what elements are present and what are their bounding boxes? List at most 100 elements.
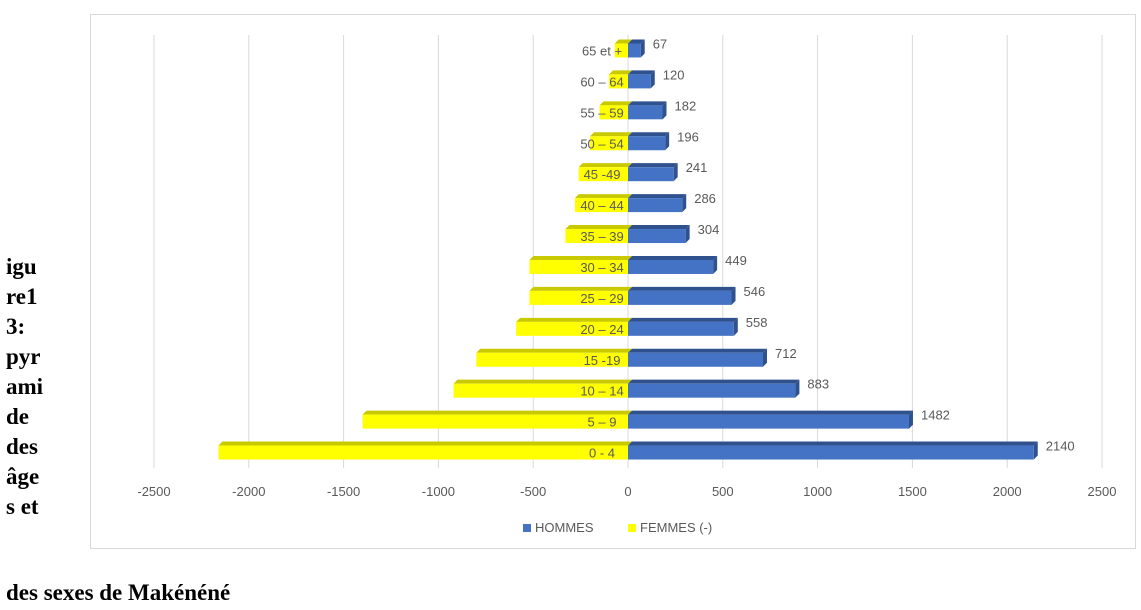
- bar-femmes: [590, 136, 628, 151]
- x-tick-label: 500: [712, 484, 734, 499]
- category-label: 0 - 4: [589, 446, 615, 461]
- labels: 0 - 4 2140 5 – 9 1482 10 – 14 883 15 -19 712 20 …: [580, 36, 1074, 460]
- data-label-hommes: 182: [675, 98, 697, 113]
- bar-hommes: [628, 43, 641, 58]
- bar-hommes-side: [665, 132, 670, 151]
- bar-hommes: [628, 290, 732, 305]
- bar-hommes-top: [628, 286, 736, 291]
- bar-hommes: [628, 74, 651, 89]
- grid-lines: [153, 35, 1103, 468]
- bar-femmes-top: [565, 225, 632, 230]
- category-label: 20 – 24: [580, 322, 623, 337]
- bar-femmes-top: [590, 132, 632, 137]
- legend-label-hommes: HOMMES: [535, 520, 594, 535]
- bar-hommes-side: [795, 379, 800, 398]
- data-label-hommes: 120: [663, 67, 685, 82]
- bar-hommes-top: [628, 441, 1038, 446]
- bar-hommes-side: [662, 101, 667, 120]
- data-label-hommes: 712: [775, 346, 797, 361]
- bar-hommes-side: [908, 410, 913, 429]
- category-label: 40 – 44: [580, 198, 623, 213]
- bar-hommes-side: [673, 163, 678, 182]
- legend: HOMMES FEMMES (-): [523, 520, 712, 535]
- bar-hommes-side: [650, 70, 655, 89]
- category-label: 65 et +: [582, 43, 622, 58]
- data-label-hommes: 546: [744, 284, 766, 299]
- bar-femmes-top: [529, 255, 632, 260]
- category-label: 50 – 54: [580, 136, 623, 151]
- bar-femmes-top: [516, 317, 632, 322]
- bar-femmes-top: [218, 441, 632, 446]
- bar-hommes-side: [762, 348, 767, 367]
- x-tick-label: -2000: [232, 484, 265, 499]
- bar-femmes-top: [614, 39, 632, 44]
- figure-caption-bottom: des sexes de Makénéné: [6, 580, 231, 605]
- bar-hommes-top: [628, 101, 667, 106]
- bar-hommes-side: [713, 255, 718, 274]
- x-tick-label: 0: [624, 484, 631, 499]
- bar-hommes: [628, 105, 663, 120]
- bar-hommes: [628, 229, 686, 244]
- data-label-hommes: 304: [698, 222, 720, 237]
- x-tick-label: -1500: [327, 484, 360, 499]
- category-label: 60 – 64: [580, 74, 623, 89]
- bar-hommes-top: [628, 348, 767, 353]
- bar-hommes-top: [628, 255, 718, 260]
- bar-femmes-top: [578, 163, 632, 168]
- category-label: 55 – 59: [580, 105, 623, 120]
- bar-hommes: [628, 167, 674, 182]
- x-tick-label: 2500: [1088, 484, 1117, 499]
- bar-hommes: [628, 321, 734, 336]
- bar-femmes-top: [476, 348, 632, 353]
- bar-hommes-side: [1033, 441, 1038, 460]
- bar-femmes: [574, 198, 628, 213]
- bar-hommes-side: [682, 194, 687, 213]
- bar-hommes-top: [628, 132, 670, 137]
- bar-hommes: [628, 259, 714, 274]
- data-label-hommes: 67: [653, 36, 667, 51]
- legend-swatch-hommes: [523, 524, 531, 532]
- data-label-hommes: 2140: [1046, 439, 1075, 454]
- x-tick-label: -500: [520, 484, 546, 499]
- bar-hommes-top: [628, 379, 800, 384]
- bar-femmes-top: [574, 194, 632, 199]
- x-tick-label: 1500: [898, 484, 927, 499]
- figure-caption-left: igu re1 3: pyr ami de des âge s et: [6, 254, 44, 519]
- category-label: 10 – 14: [580, 384, 623, 399]
- bar-femmes: [453, 383, 628, 398]
- bar-hommes-side: [640, 39, 645, 58]
- bar-femmes: [516, 321, 628, 336]
- x-axis-ticks: -2500 -2000 -1500 -1000 -500 0 500 1000 1500 2000…: [137, 484, 1116, 499]
- bar-hommes-top: [628, 225, 690, 230]
- bar-femmes: [529, 290, 628, 305]
- x-tick-label: 2000: [993, 484, 1022, 499]
- bar-hommes: [628, 136, 666, 151]
- bar-hommes-side: [685, 225, 690, 244]
- data-label-hommes: 286: [694, 191, 716, 206]
- bar-femmes: [529, 259, 628, 274]
- bar-femmes-top: [529, 286, 632, 291]
- bar-femmes: [614, 43, 628, 58]
- category-label: 5 – 9: [588, 415, 617, 430]
- bar-femmes-top: [609, 70, 632, 75]
- data-label-hommes: 883: [807, 377, 829, 392]
- bar-hommes: [628, 352, 763, 367]
- bar-femmes: [599, 105, 628, 120]
- bar-hommes-side: [733, 317, 738, 336]
- bar-hommes-top: [628, 39, 645, 44]
- category-label: 45 -49: [584, 167, 621, 182]
- x-tick-label: 1000: [803, 484, 832, 499]
- bar-hommes-top: [628, 70, 655, 75]
- category-label: 35 – 39: [580, 229, 623, 244]
- bar-femmes-top: [599, 101, 632, 106]
- legend-swatch-femmes: [628, 524, 636, 532]
- bar-femmes: [362, 414, 628, 429]
- data-label-hommes: 1482: [921, 408, 950, 423]
- bar-hommes: [628, 383, 796, 398]
- chart-frame: 0 - 4 2140 5 – 9 1482 10 – 14 883 15 -19 712 20 …: [90, 14, 1136, 549]
- bar-hommes: [628, 198, 683, 213]
- data-label-hommes: 449: [725, 253, 747, 268]
- bar-femmes: [565, 229, 628, 244]
- bar-hommes-top: [628, 317, 738, 322]
- bar-hommes: [628, 414, 909, 429]
